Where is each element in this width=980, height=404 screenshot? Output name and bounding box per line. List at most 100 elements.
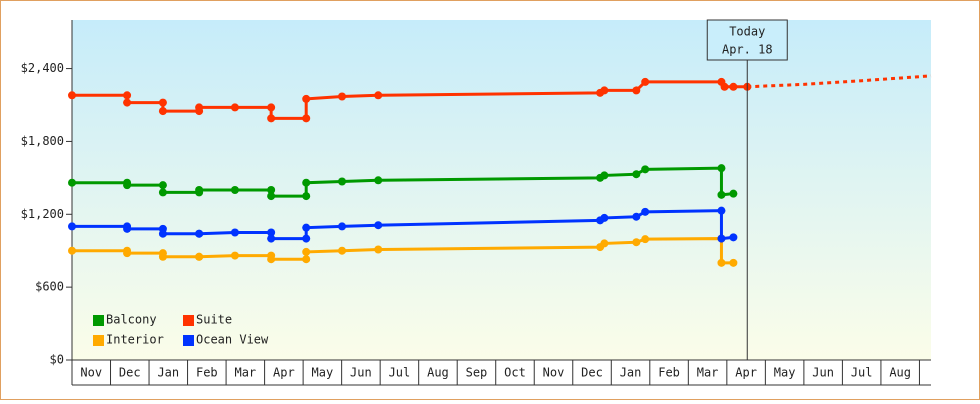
x-tick-label: Jul xyxy=(851,366,873,380)
point xyxy=(267,114,276,123)
x-tick-label: Sep xyxy=(466,366,488,380)
point xyxy=(158,229,167,238)
point xyxy=(632,86,641,95)
point xyxy=(302,255,311,264)
point xyxy=(230,103,239,112)
point xyxy=(302,178,311,187)
x-tick-label: Oct xyxy=(504,366,526,380)
x-tick-label: Jan xyxy=(157,366,179,380)
y-tick-label: $1,800 xyxy=(21,134,64,148)
x-tick-label: Mar xyxy=(697,366,719,380)
series-line xyxy=(72,80,748,120)
point xyxy=(717,206,726,215)
point xyxy=(267,234,276,243)
point xyxy=(195,229,204,238)
point xyxy=(374,91,383,100)
point xyxy=(68,178,76,187)
point xyxy=(158,252,167,261)
point xyxy=(729,258,738,267)
legend-label: Interior xyxy=(106,333,164,347)
today-label: Today xyxy=(729,25,765,39)
point xyxy=(123,224,132,233)
legend-swatch xyxy=(183,335,194,346)
point xyxy=(632,238,641,247)
point xyxy=(230,228,239,237)
point xyxy=(641,207,650,216)
point xyxy=(267,103,276,112)
point xyxy=(195,186,204,194)
point xyxy=(68,91,76,100)
point xyxy=(632,170,641,179)
point xyxy=(600,86,609,95)
point xyxy=(195,103,204,112)
point xyxy=(338,246,347,255)
point xyxy=(267,192,276,201)
point xyxy=(195,252,204,261)
point xyxy=(158,181,167,190)
point xyxy=(230,251,239,260)
point xyxy=(68,246,76,255)
point xyxy=(641,235,650,244)
point xyxy=(374,221,383,230)
y-tick-label: $2,400 xyxy=(21,61,64,75)
point xyxy=(632,212,641,221)
point xyxy=(302,234,311,243)
point xyxy=(302,192,311,201)
x-tick-label: Apr xyxy=(735,366,757,380)
point xyxy=(230,186,239,194)
point xyxy=(338,92,347,101)
point xyxy=(123,91,132,100)
point xyxy=(123,249,132,258)
point xyxy=(600,213,609,222)
point xyxy=(158,98,167,107)
point xyxy=(123,98,132,107)
point xyxy=(717,164,726,173)
x-tick-label: Nov xyxy=(543,366,565,380)
x-tick-label: Jan xyxy=(620,366,642,380)
point xyxy=(717,190,726,199)
point xyxy=(123,181,132,190)
point xyxy=(717,258,726,267)
x-tick-label: Aug xyxy=(889,366,911,380)
x-tick-label: Dec xyxy=(119,366,141,380)
today-label: Apr. 18 xyxy=(722,43,773,57)
y-tick-label: $0 xyxy=(50,353,64,367)
point xyxy=(158,107,167,116)
x-tick-label: Feb xyxy=(196,366,218,380)
point xyxy=(302,94,311,103)
point xyxy=(729,233,738,242)
point xyxy=(717,234,726,243)
x-tick-label: Aug xyxy=(427,366,449,380)
x-tick-label: May xyxy=(312,366,334,380)
point xyxy=(267,255,276,264)
point xyxy=(374,245,383,254)
x-tick-label: Mar xyxy=(234,366,256,380)
point xyxy=(302,114,311,123)
point xyxy=(729,82,738,91)
y-tick-label: $600 xyxy=(35,280,64,294)
x-tick-label: Dec xyxy=(581,366,603,380)
x-tick-label: Nov xyxy=(80,366,102,380)
point xyxy=(267,186,276,194)
legend-label: Ocean View xyxy=(196,333,269,347)
today-box xyxy=(706,19,788,61)
point xyxy=(267,228,276,237)
point xyxy=(302,247,311,256)
legend-swatch xyxy=(93,335,104,346)
point xyxy=(729,189,738,198)
point xyxy=(302,223,311,232)
x-tick-label: Jun xyxy=(812,366,834,380)
legend-label: Suite xyxy=(196,313,232,327)
x-tick-label: Jun xyxy=(350,366,372,380)
legend-label: Balcony xyxy=(106,313,157,327)
x-tick-label: May xyxy=(774,366,796,380)
point xyxy=(720,82,729,91)
x-tick-label: Jul xyxy=(389,366,411,380)
x-tick-label: Feb xyxy=(658,366,680,380)
point xyxy=(338,222,347,231)
x-tick-label: Apr xyxy=(273,366,295,380)
point xyxy=(338,177,347,186)
point xyxy=(374,176,383,185)
point xyxy=(158,188,167,197)
